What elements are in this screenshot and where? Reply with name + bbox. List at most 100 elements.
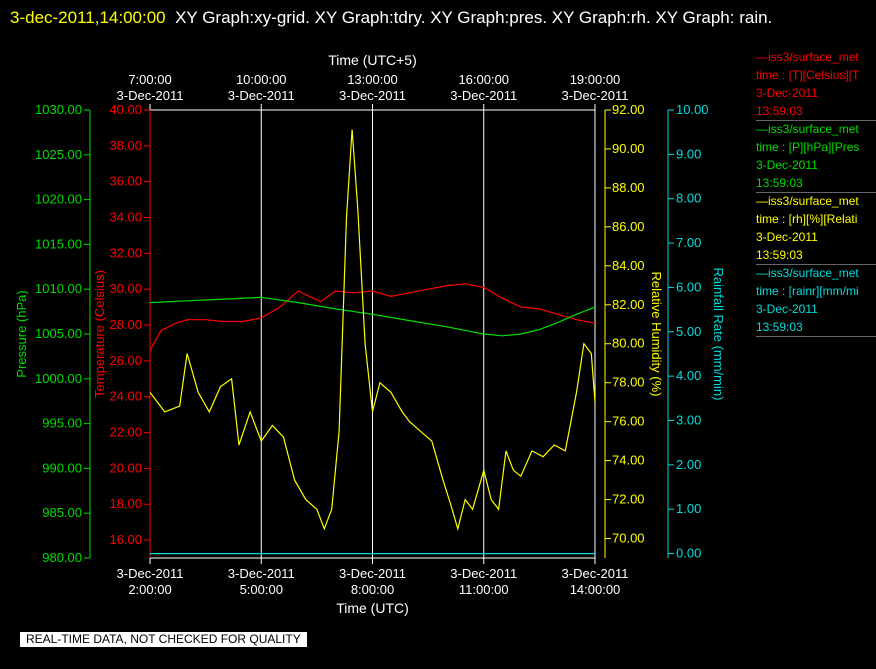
rain-tick-label: 8.00 xyxy=(676,191,701,206)
humidity-tick-label: 70.00 xyxy=(612,531,645,546)
x-top-tick-date: 3-Dec-2011 xyxy=(339,88,406,103)
temperature-tick-label: 28.00 xyxy=(109,317,142,332)
humidity-series-line xyxy=(149,129,596,532)
timestamp: 3-dec-2011,14:00:00 xyxy=(10,8,166,27)
x-top-tick-time: 19:00:00 xyxy=(570,72,621,87)
pressure-axis-label: Pressure (hPa) xyxy=(14,290,29,377)
rain-tick-label: 9.00 xyxy=(676,146,701,161)
x-top-tick-date: 3-Dec-2011 xyxy=(228,88,295,103)
humidity-tick-label: 92.00 xyxy=(612,102,645,117)
legend-time: 13:59:03 xyxy=(756,104,803,118)
humidity-axis-label: Relative Humidity (%) xyxy=(649,272,664,397)
x-bottom-tick-time: 14:00:00 xyxy=(570,582,621,597)
legend-series-name: —iss3/surface_met xyxy=(756,266,859,280)
rain-tick-label: 3.00 xyxy=(676,412,701,427)
humidity-tick-label: 78.00 xyxy=(612,375,645,390)
temperature-tick-label: 16.00 xyxy=(109,532,142,547)
pressure-tick-label: 985.00 xyxy=(42,505,82,520)
rain-tick-label: 0.00 xyxy=(676,546,701,561)
humidity-tick-label: 88.00 xyxy=(612,180,645,195)
legend-date: 3-Dec-2011 xyxy=(756,230,818,244)
x-bottom-tick-time: 11:00:00 xyxy=(459,582,509,597)
humidity-tick-label: 72.00 xyxy=(612,492,645,507)
header: 3-dec-2011,14:00:00 XY Graph:xy-grid. XY… xyxy=(10,4,870,32)
legend-series-name: —iss3/surface_met xyxy=(756,50,859,64)
temperature-tick-label: 24.00 xyxy=(109,389,142,404)
pressure-tick-label: 1030.00 xyxy=(35,102,82,117)
humidity-tick-label: 82.00 xyxy=(612,297,645,312)
legend-time: 13:59:03 xyxy=(756,320,803,334)
temperature-tick-label: 22.00 xyxy=(109,425,142,440)
x-top-label: Time (UTC+5) xyxy=(328,52,417,68)
temperature-tick-label: 34.00 xyxy=(109,210,142,225)
humidity-tick-label: 76.00 xyxy=(612,414,645,429)
humidity-tick-label: 84.00 xyxy=(612,258,645,273)
humidity-tick-label: 74.00 xyxy=(612,453,645,468)
humidity-tick-label: 90.00 xyxy=(612,141,645,156)
x-bottom-label: Time (UTC) xyxy=(336,600,409,616)
rain-tick-label: 2.00 xyxy=(676,457,701,472)
pressure-tick-label: 1020.00 xyxy=(35,192,82,207)
legend-entry: —iss3/surface_met time : [P][hPa][Pres 3-D… xyxy=(756,120,876,193)
x-top-tick-time: 10:00:00 xyxy=(236,72,287,87)
pressure-tick-label: 1010.00 xyxy=(35,281,82,296)
legend-series-name: —iss3/surface_met xyxy=(756,122,859,136)
pressure-tick-label: 990.00 xyxy=(42,460,82,475)
humidity-tick-label: 86.00 xyxy=(612,219,645,234)
legend-fields: time : [P][hPa][Pres xyxy=(756,140,860,154)
temperature-tick-label: 40.00 xyxy=(109,102,142,117)
pressure-tick-label: 995.00 xyxy=(42,416,82,431)
temperature-tick-label: 18.00 xyxy=(109,496,142,511)
legend-date: 3-Dec-2011 xyxy=(756,302,818,316)
x-top-tick-time: 7:00:00 xyxy=(128,72,171,87)
temperature-series-line xyxy=(149,283,596,351)
x-top-tick-date: 3-Dec-2011 xyxy=(450,88,517,103)
pressure-tick-label: 1000.00 xyxy=(35,371,82,386)
x-bottom-tick-date: 3-Dec-2011 xyxy=(450,566,517,581)
legend-fields: time : [T][Celsius][T xyxy=(756,68,860,82)
x-bottom-tick-date: 3-Dec-2011 xyxy=(117,566,184,581)
temperature-tick-label: 38.00 xyxy=(109,138,142,153)
x-bottom-tick-time: 2:00:00 xyxy=(128,582,171,597)
legend-time: 13:59:03 xyxy=(756,176,803,190)
rain-tick-label: 1.00 xyxy=(676,501,701,516)
pressure-tick-label: 1015.00 xyxy=(35,236,82,251)
x-bottom-tick-date: 3-Dec-2011 xyxy=(228,566,295,581)
x-top-tick-time: 13:00:00 xyxy=(347,72,398,87)
rain-tick-label: 10.00 xyxy=(676,102,709,117)
x-bottom-tick-time: 8:00:00 xyxy=(351,582,394,597)
rain-tick-label: 4.00 xyxy=(676,368,701,383)
rain-tick-label: 7.00 xyxy=(676,235,701,250)
temperature-tick-label: 30.00 xyxy=(109,281,142,296)
x-top-tick-date: 3-Dec-2011 xyxy=(562,88,629,103)
temperature-tick-label: 20.00 xyxy=(109,460,142,475)
temperature-tick-label: 32.00 xyxy=(109,245,142,260)
x-bottom-tick-time: 5:00:00 xyxy=(240,582,283,597)
legend-series-name: —iss3/surface_met xyxy=(756,194,859,208)
rain-axis-label: Rainfall Rate (mm/min) xyxy=(711,268,726,401)
temperature-axis-label: Temperature (Celsius) xyxy=(92,270,107,398)
legend-time: 13:59:03 xyxy=(756,248,803,262)
legend-fields: time : [rh][%][Relati xyxy=(756,212,858,226)
rain-tick-label: 6.00 xyxy=(676,279,701,294)
temperature-tick-label: 36.00 xyxy=(109,174,142,189)
pressure-tick-label: 980.00 xyxy=(42,550,82,565)
pressure-tick-label: 1005.00 xyxy=(35,326,82,341)
rain-tick-label: 5.00 xyxy=(676,324,701,339)
x-top-tick-date: 3-Dec-2011 xyxy=(117,88,184,103)
graph-titles: XY Graph:xy-grid. XY Graph:tdry. XY Grap… xyxy=(175,8,773,27)
legend-fields: time : [rainr][mm/mi xyxy=(756,284,859,298)
humidity-tick-label: 80.00 xyxy=(612,336,645,351)
quality-notice: REAL-TIME DATA, NOT CHECKED FOR QUALITY xyxy=(20,632,307,647)
pressure-series-line xyxy=(149,296,596,337)
pressure-tick-label: 1025.00 xyxy=(35,147,82,162)
x-top-tick-time: 16:00:00 xyxy=(458,72,509,87)
x-bottom-tick-date: 3-Dec-2011 xyxy=(339,566,406,581)
legend-date: 3-Dec-2011 xyxy=(756,86,818,100)
temperature-tick-label: 26.00 xyxy=(109,353,142,368)
x-bottom-tick-date: 3-Dec-2011 xyxy=(562,566,629,581)
